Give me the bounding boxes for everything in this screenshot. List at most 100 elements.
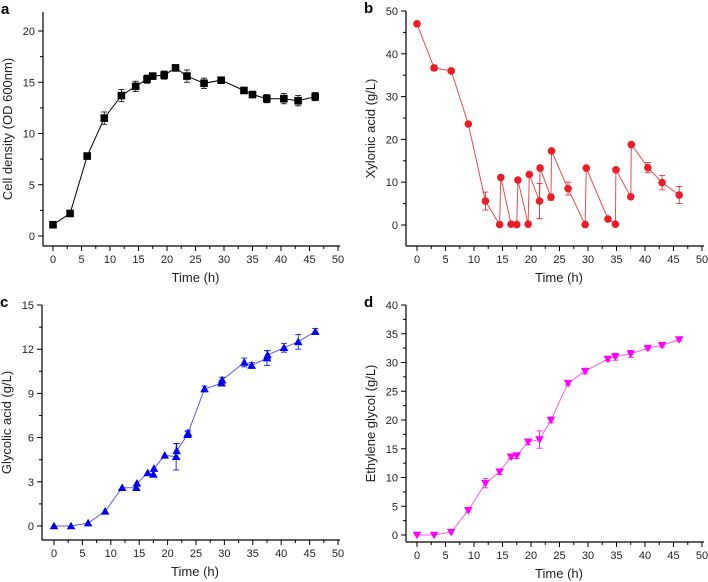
y-tick-label: 0 xyxy=(29,231,35,243)
y-tick-label: 0 xyxy=(392,530,398,542)
x-tick-label: 0 xyxy=(414,550,420,562)
data-point xyxy=(240,86,248,95)
data-point xyxy=(643,344,653,353)
x-tick-label: 50 xyxy=(332,254,344,266)
x-tick-label: 25 xyxy=(189,254,201,266)
data-point xyxy=(611,220,620,228)
data-point xyxy=(280,94,288,103)
x-tick-label: 25 xyxy=(190,548,202,560)
y-tick-label: 40 xyxy=(386,300,398,312)
data-point xyxy=(447,67,456,75)
data-point xyxy=(658,178,666,187)
data-point xyxy=(430,64,438,72)
data-point xyxy=(446,528,456,537)
panel-letter: b xyxy=(364,0,373,17)
data-point xyxy=(413,20,421,28)
x-tick-label: 35 xyxy=(247,548,259,560)
data-point xyxy=(535,436,544,444)
x-tick-label: 40 xyxy=(275,548,287,560)
y-tick-label: 35 xyxy=(386,329,398,341)
data-point xyxy=(506,453,516,462)
data-point xyxy=(171,64,180,72)
data-point xyxy=(507,220,515,228)
data-point xyxy=(657,341,667,350)
x-tick-label: 30 xyxy=(218,254,230,266)
y-axis-label: Xylonic acid (g/L) xyxy=(363,79,378,179)
x-tick-label: 5 xyxy=(78,254,84,266)
data-point xyxy=(481,197,490,205)
x-tick-label: 10 xyxy=(468,550,480,562)
data-point xyxy=(148,72,157,80)
y-tick-label: 3 xyxy=(28,477,34,489)
y-tick-label: 0 xyxy=(28,521,34,533)
data-point xyxy=(293,337,303,346)
y-tick-label: 10 xyxy=(386,177,398,189)
data-point xyxy=(564,184,572,193)
x-tick-label: 25 xyxy=(553,254,565,266)
y-tick-label: 25 xyxy=(386,386,398,398)
data-point xyxy=(247,361,256,369)
data-point xyxy=(464,506,473,515)
x-tick-label: 45 xyxy=(303,254,315,266)
data-point xyxy=(514,176,522,184)
x-tick-label: 30 xyxy=(582,550,594,562)
y-tick-label: 50 xyxy=(386,6,398,18)
y-tick-label: 20 xyxy=(386,415,398,427)
data-point xyxy=(149,470,158,478)
y-tick-label: 6 xyxy=(28,433,34,445)
x-tick-label: 15 xyxy=(496,254,508,266)
x-tick-label: 50 xyxy=(332,548,344,560)
x-tick-label: 10 xyxy=(104,254,116,266)
data-point xyxy=(217,76,225,84)
series-line xyxy=(52,67,316,226)
panel-c: 0 5 10 15 20 25 30 35 40 45 50 0 3 6 9 12 15 Time (h) Glyc… xyxy=(0,294,344,579)
x-tick-label: 20 xyxy=(161,254,173,266)
x-tick-label: 30 xyxy=(218,548,230,560)
x-tick-label: 35 xyxy=(610,254,622,266)
y-tick-label: 30 xyxy=(386,92,398,104)
data-point xyxy=(310,327,320,335)
x-tick-label: 25 xyxy=(553,550,565,562)
data-point xyxy=(200,384,209,393)
panel-b: 0 5 10 15 20 25 30 35 40 45 50 0 10 20 30 40 50 Time (h) X… xyxy=(363,0,708,285)
y-tick-label: 20 xyxy=(23,26,35,38)
data-point xyxy=(117,483,127,491)
data-point xyxy=(83,518,93,527)
x-axis-label: Time (h) xyxy=(535,270,583,285)
data-point xyxy=(248,90,257,99)
data-point xyxy=(143,468,153,477)
data-point xyxy=(217,375,227,384)
x-tick-label: 20 xyxy=(525,550,537,562)
data-point xyxy=(675,191,683,199)
data-point xyxy=(627,140,636,149)
x-tick-label: 40 xyxy=(639,254,651,266)
y-tick-label: 5 xyxy=(29,180,35,192)
data-point xyxy=(546,416,556,425)
data-point xyxy=(160,71,168,79)
x-tick-label: 45 xyxy=(667,550,679,562)
data-point xyxy=(263,350,272,359)
y-tick-label: 15 xyxy=(386,444,398,456)
data-point xyxy=(49,220,57,229)
data-point xyxy=(132,483,141,491)
data-point xyxy=(149,464,159,472)
data-point xyxy=(66,521,76,530)
data-point xyxy=(143,75,151,83)
data-point xyxy=(580,367,590,376)
x-tick-label: 0 xyxy=(50,254,56,266)
x-tick-label: 35 xyxy=(610,550,622,562)
y-tick-label: 10 xyxy=(23,129,35,141)
data-point xyxy=(512,452,522,460)
y-tick-label: 0 xyxy=(392,220,398,232)
data-point xyxy=(525,170,534,179)
y-axis-label: Glycolic acid (g/L) xyxy=(0,371,14,474)
data-point xyxy=(626,350,636,359)
x-tick-label: 10 xyxy=(468,254,480,266)
panel-letter: a xyxy=(1,1,10,18)
x-tick-label: 0 xyxy=(51,548,57,560)
data-point xyxy=(117,91,126,100)
data-point xyxy=(604,215,612,223)
panel-letter: d xyxy=(364,294,373,311)
data-point xyxy=(239,358,249,366)
